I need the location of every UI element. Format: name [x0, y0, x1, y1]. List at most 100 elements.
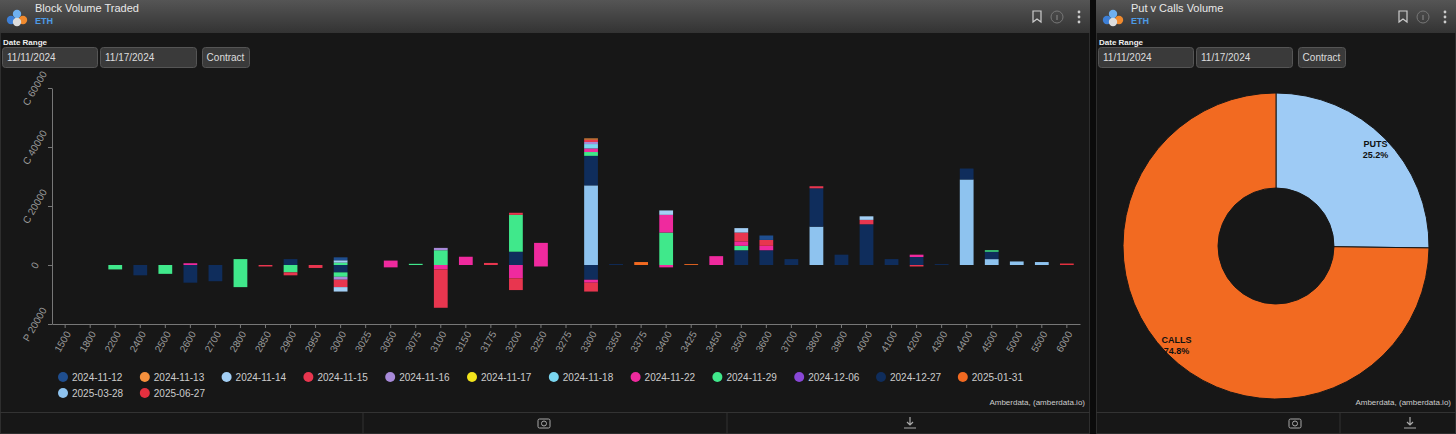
bar-segment	[158, 265, 172, 266]
bar-segment	[359, 265, 373, 266]
legend-label: 2024-11-16	[399, 372, 450, 383]
menu-dot[interactable]	[1444, 11, 1447, 14]
bar-segment	[609, 264, 623, 265]
legend-item[interactable]: 2024-11-13	[140, 372, 205, 383]
bookmark-icon[interactable]	[1399, 11, 1407, 22]
legend-label: 2024-11-17	[481, 372, 532, 383]
legend-item[interactable]: 2024-11-18	[549, 372, 614, 383]
bar-segment	[58, 265, 72, 266]
legend-item[interactable]: 2024-11-16	[385, 372, 450, 383]
bar-segment	[234, 265, 248, 287]
bar-segment	[1035, 262, 1049, 263]
bar-segment	[133, 265, 147, 266]
bar-segment	[835, 254, 849, 255]
y-tick: C 60000	[21, 69, 52, 108]
date-input[interactable]	[3, 48, 98, 68]
legend-item[interactable]: 2024-11-12	[58, 372, 123, 383]
download-icon[interactable]	[904, 417, 916, 428]
bar-segment	[133, 265, 147, 275]
camera-icon[interactable]	[538, 419, 550, 428]
bar-segment	[58, 265, 72, 266]
slice[interactable]	[1123, 93, 1429, 399]
contract-button[interactable]	[203, 48, 250, 68]
date-input[interactable]	[101, 48, 197, 68]
info-icon[interactable]	[1051, 11, 1063, 23]
bar-segment	[334, 260, 348, 262]
bar-segment	[709, 256, 723, 257]
bar-segment	[985, 250, 999, 251]
bar-segment	[784, 259, 798, 260]
download-icon[interactable]	[1404, 417, 1416, 428]
menu-dot[interactable]	[1078, 16, 1081, 19]
bar-segment	[234, 259, 248, 260]
menu-dot[interactable]	[1078, 11, 1081, 14]
bar-segment	[133, 265, 147, 266]
bar-segment	[784, 259, 798, 260]
tick-label: 4400	[954, 329, 975, 354]
bar-segment	[158, 265, 172, 266]
date-input[interactable]	[1197, 48, 1293, 68]
legend-item[interactable]: 2024-12-06	[794, 372, 860, 383]
tick-mark	[641, 324, 642, 328]
bar-segment	[759, 240, 773, 246]
bar-segment	[709, 256, 723, 257]
bar-segment	[684, 264, 698, 265]
menu-dot[interactable]	[1444, 21, 1447, 24]
tick-mark	[440, 324, 441, 328]
bar-segment	[885, 259, 899, 260]
slice-value: 74.8%	[1164, 346, 1190, 356]
legend-item[interactable]: 2024-11-14	[222, 372, 287, 383]
tick-mark	[540, 324, 541, 328]
legend-item[interactable]: 2025-06-27	[140, 388, 206, 399]
tick-label: 3275	[553, 329, 574, 354]
bar-segment	[334, 272, 348, 276]
legend-item[interactable]: 2024-11-22	[631, 372, 696, 383]
legend-item[interactable]: 2024-11-15	[303, 372, 368, 383]
bar-segment	[935, 264, 949, 265]
bar-chart: P 200000C 20000C 40000C 6000015001800220…	[21, 69, 1081, 399]
slice[interactable]	[1276, 93, 1429, 248]
bar-segment	[334, 263, 348, 265]
contract-button[interactable]	[1299, 48, 1346, 68]
menu-dot[interactable]	[1078, 21, 1081, 24]
legend-swatch	[467, 372, 477, 382]
panel-chrome: Put v Calls VolumeETHDate Range11/11/202…	[1096, 0, 1456, 434]
bar-segment	[684, 264, 698, 265]
legend-item[interactable]: 2024-11-29	[712, 372, 777, 383]
tick-label: 3350	[603, 329, 624, 354]
x-tick: 1800	[77, 324, 98, 354]
bar-segment	[259, 265, 273, 266]
bar-segment	[409, 263, 423, 264]
bar-segment	[409, 265, 423, 266]
bar-segment	[133, 265, 147, 266]
legend-item[interactable]: 2025-03-28	[58, 388, 124, 399]
tick-label: 5000	[1004, 329, 1025, 354]
bar-segment	[108, 265, 122, 269]
bar-segment	[284, 259, 298, 260]
date-input[interactable]	[1099, 48, 1194, 68]
x-tick: 1500	[52, 324, 73, 354]
legend-item[interactable]: 2025-01-31	[958, 372, 1024, 383]
bar-segment	[810, 186, 824, 187]
bookmark-icon[interactable]	[1033, 11, 1041, 22]
header-bar	[1096, 0, 1456, 33]
bar-segment	[83, 265, 97, 266]
bar-segment	[985, 250, 999, 251]
camera-icon[interactable]	[1289, 419, 1301, 428]
bar-segment	[810, 188, 824, 226]
tick-label: C 20000	[21, 187, 50, 226]
info-icon[interactable]	[1417, 11, 1429, 23]
x-tick: 2800	[228, 324, 249, 354]
x-tick: 5500	[1029, 324, 1050, 354]
legend-item[interactable]: 2024-11-17	[467, 372, 532, 383]
bar-segment	[935, 264, 949, 265]
tick-mark	[315, 324, 316, 328]
bar-segment	[259, 265, 273, 266]
tick-mark	[1066, 324, 1067, 328]
bar-segment	[409, 263, 423, 264]
legend-item[interactable]: 2024-12-27	[876, 372, 942, 383]
menu-dot[interactable]	[1444, 16, 1447, 19]
bar-segment	[1010, 261, 1024, 262]
bar-segment	[284, 259, 298, 260]
tick-label: 2200	[102, 329, 123, 354]
